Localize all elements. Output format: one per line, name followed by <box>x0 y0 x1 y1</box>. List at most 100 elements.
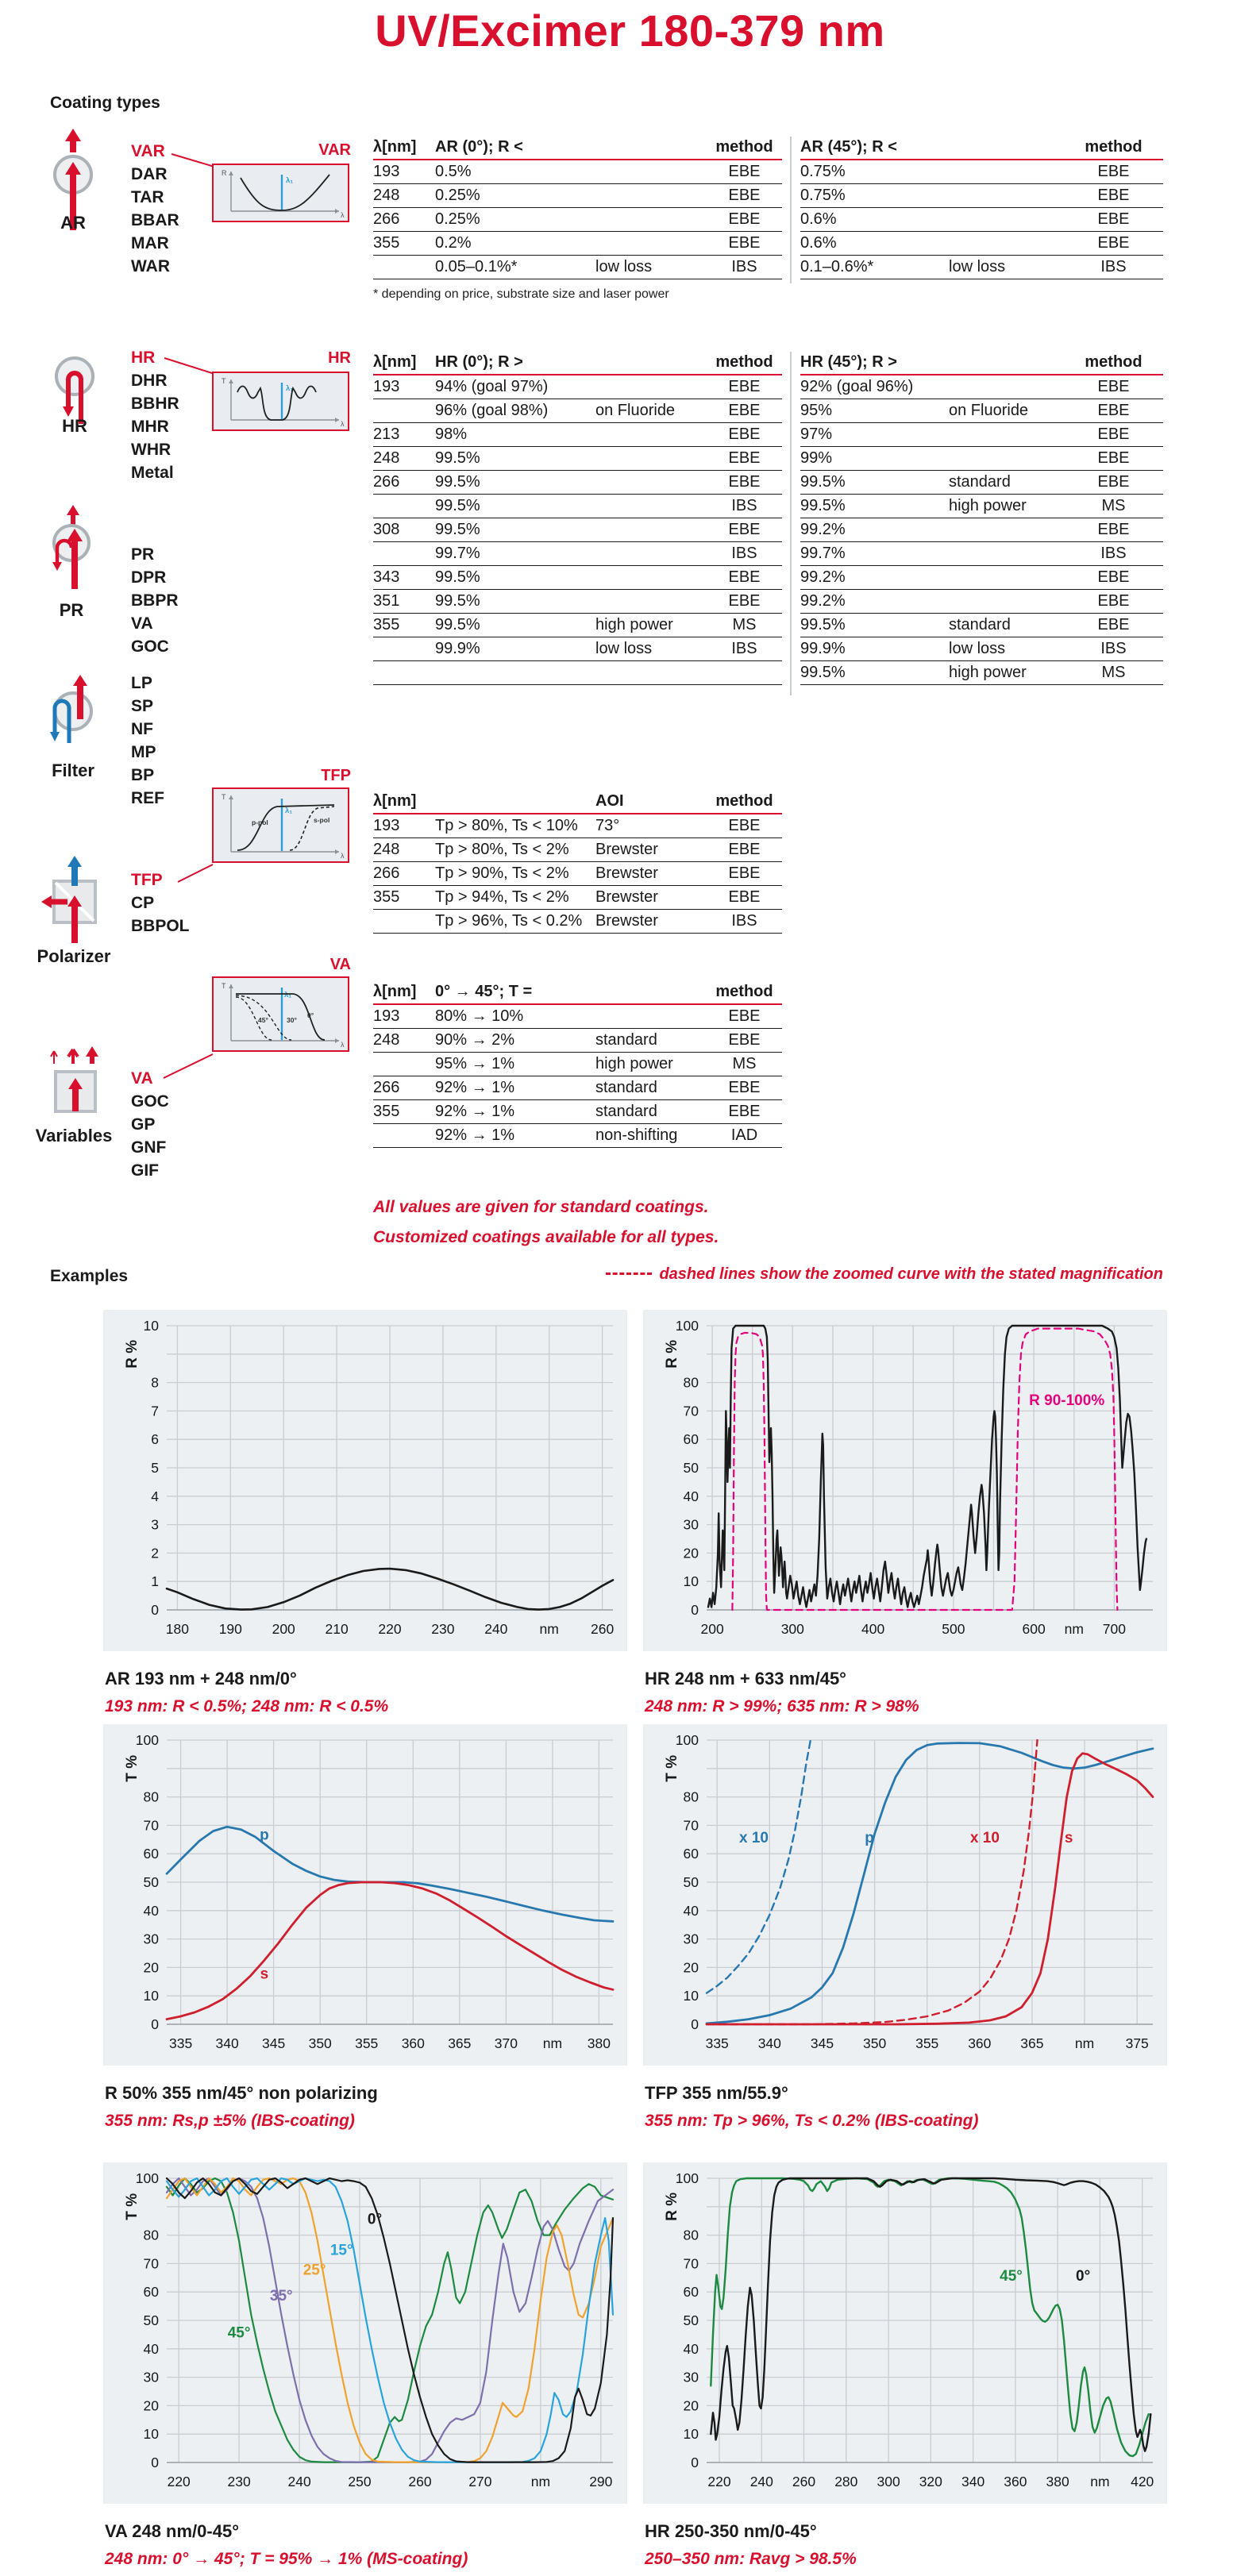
cell: Tp > 80%, Ts < 2% <box>435 841 569 858</box>
svg-text:7: 7 <box>151 1403 159 1419</box>
svg-text:380: 380 <box>1046 2474 1069 2489</box>
coating-type: CP <box>131 894 155 912</box>
svg-text:10: 10 <box>684 1573 699 1589</box>
svg-text:70: 70 <box>144 1817 160 1833</box>
cell <box>949 160 1064 183</box>
cell: 0.1–0.6%* <box>800 258 874 275</box>
coating-type: MHR <box>131 418 169 436</box>
cell: 80% → 10% <box>435 1007 524 1025</box>
svg-text:6: 6 <box>151 1431 159 1447</box>
cell <box>595 1005 707 1028</box>
cell <box>595 184 707 207</box>
u-turn-arrow-icon <box>66 371 83 424</box>
cell: EBE <box>728 187 761 204</box>
table-row: 193 94% (goal 97%) EBE 92% (goal 96%) EBE <box>373 375 1163 399</box>
angle-label: 45° <box>258 1016 268 1024</box>
svg-text:100: 100 <box>676 1732 699 1748</box>
svg-text:380: 380 <box>588 2035 611 2051</box>
col-header: HR (45°); R > <box>800 353 897 371</box>
col-header: method <box>1085 138 1142 156</box>
table-row: 92% → 1% non-shifting IAD <box>373 1124 782 1148</box>
polarizer-icon <box>41 856 97 943</box>
svg-text:p: p <box>865 1830 874 1846</box>
svg-text:375: 375 <box>1126 2035 1149 2051</box>
cell: 99.5% <box>800 473 846 491</box>
svg-text:360: 360 <box>1004 2474 1027 2489</box>
table-row: 248 0.25% EBE 0.75% EBE <box>373 184 1163 208</box>
coating-type: TFP <box>131 871 163 889</box>
svg-text:T %: T % <box>124 2193 141 2220</box>
cell: high power <box>949 497 1027 514</box>
chart-caption: 250–350 nm: Ravg > 98.5% <box>645 2550 857 2568</box>
cell: EBE <box>1097 378 1130 395</box>
svg-text:240: 240 <box>287 2474 310 2489</box>
svg-text:3: 3 <box>151 1517 159 1533</box>
chart-title: R 50% 355 nm/45° non polarizing <box>105 2083 378 2103</box>
cell <box>595 471 707 494</box>
chart-caption: 355 nm: Rs,p ±5% (IBS-coating) <box>105 2112 355 2130</box>
svg-text:30: 30 <box>144 2370 160 2385</box>
cell: on Fluoride <box>595 402 676 419</box>
axis-label: T <box>222 982 226 990</box>
svg-text:5: 5 <box>151 1460 159 1476</box>
coating-type: TAR <box>131 188 164 206</box>
svg-text:x 10: x 10 <box>739 1830 769 1846</box>
cell <box>373 1124 435 1147</box>
cell: high power <box>949 664 1027 681</box>
svg-text:s: s <box>260 1966 269 1983</box>
cell: EBE <box>1097 473 1130 491</box>
svg-text:30: 30 <box>684 1517 699 1533</box>
cell: 94% (goal 97%) <box>435 378 549 395</box>
cell: EBE <box>728 888 761 906</box>
svg-text:400: 400 <box>861 1621 884 1637</box>
cell: EBE <box>1097 592 1130 610</box>
cell <box>373 256 435 279</box>
svg-text:280: 280 <box>834 2474 857 2489</box>
chart-title: HR 248 nm + 633 nm/45° <box>645 1669 846 1688</box>
svg-text:nm: nm <box>543 2035 562 2051</box>
table-row: 266 Tp > 90%, Ts < 2% Brewster EBE <box>373 862 782 886</box>
cell: 0.6% <box>800 234 837 252</box>
svg-text:60: 60 <box>144 1846 160 1862</box>
svg-text:50: 50 <box>144 1874 160 1890</box>
cell <box>949 208 1064 231</box>
coating-type: BBHR <box>131 395 179 413</box>
svg-text:345: 345 <box>262 2035 285 2051</box>
cell <box>435 661 595 684</box>
cell: Tp > 90%, Ts < 2% <box>435 864 569 882</box>
svg-text:320: 320 <box>919 2474 942 2489</box>
coating-type: WAR <box>131 257 170 275</box>
coating-type: BBPOL <box>131 917 190 935</box>
svg-text:10: 10 <box>684 2426 699 2442</box>
cell: EBE <box>728 473 761 491</box>
inset-label-tfp: TFP <box>321 767 351 784</box>
cell: low loss <box>595 258 653 275</box>
cell: Brewster <box>595 864 658 882</box>
chart-caption: 355 nm: Tp > 96%, Ts < 0.2% (IBS-coating… <box>645 2112 979 2130</box>
cell: 96% (goal 98%) <box>435 402 549 419</box>
cell: EBE <box>1097 449 1130 467</box>
axis-label: λ <box>341 852 345 860</box>
table-row: 355 99.5% high power MS 99.5% standard EBE <box>373 614 1163 637</box>
cell <box>595 208 707 231</box>
axis-label: λ <box>341 1041 345 1049</box>
cell <box>949 542 1064 565</box>
cell: 99.9% <box>800 640 846 657</box>
table-row: 248 Tp > 80%, Ts < 2% Brewster EBE <box>373 838 782 862</box>
cell: EBE <box>1097 163 1130 180</box>
svg-text:355: 355 <box>355 2035 378 2051</box>
svg-text:T %: T % <box>664 1755 680 1782</box>
svg-text:70: 70 <box>144 2255 160 2271</box>
coating-type: MP <box>131 743 156 761</box>
chart-title: VA 248 nm/0-45° <box>105 2521 239 2541</box>
cell: Tp > 96%, Ts < 0.2% <box>435 912 583 930</box>
svg-text:365: 365 <box>448 2035 471 2051</box>
lambda1-label: λ₁ <box>286 384 293 393</box>
table-row: 193 80% → 10% EBE <box>373 1005 782 1029</box>
cell: 355 <box>373 616 400 633</box>
svg-text:30: 30 <box>684 1931 699 1947</box>
table-row: Tp > 96%, Ts < 0.2% Brewster IBS <box>373 910 782 934</box>
svg-text:80: 80 <box>144 2228 160 2243</box>
cell <box>595 542 707 565</box>
angle-label: 30° <box>287 1016 297 1024</box>
